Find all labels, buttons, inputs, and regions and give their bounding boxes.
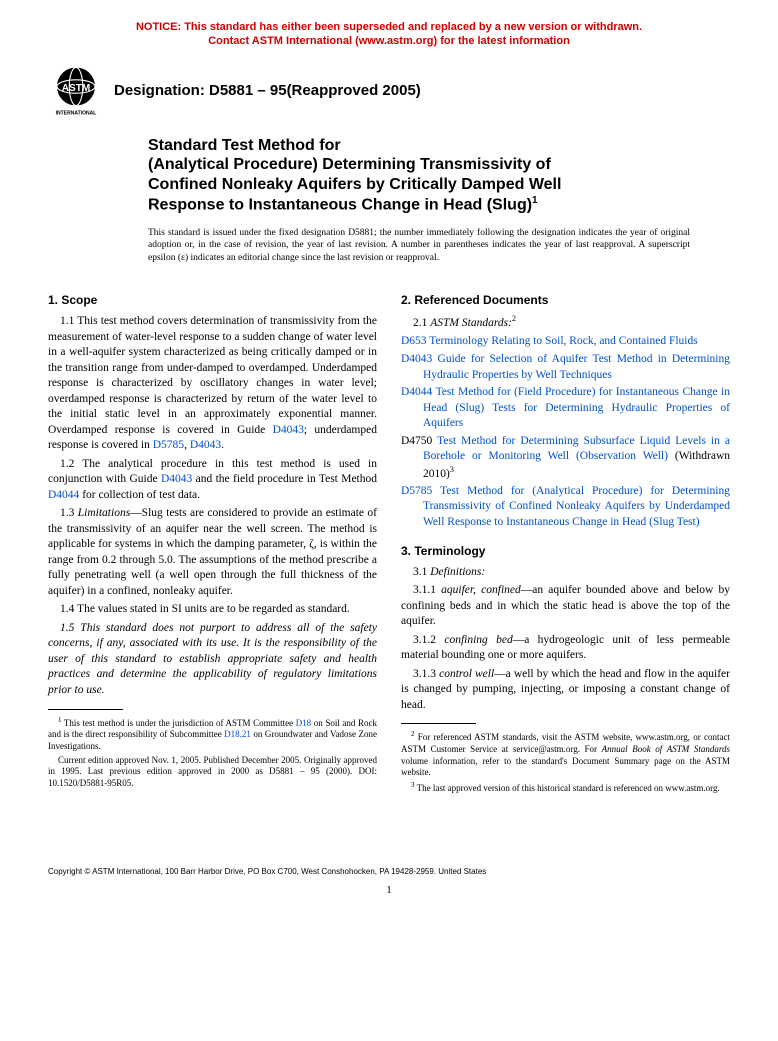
ref-title[interactable]: Terminology Relating to Soil, Rock, and … — [429, 335, 697, 347]
para-2-1: 2.1 ASTM Standards:2 — [401, 314, 730, 331]
ref-title[interactable]: Test Method for (Field Procedure) for In… — [423, 386, 730, 429]
footnote-3: 3 The last approved version of this hist… — [401, 781, 730, 795]
ref-item: D5785 Test Method for (Analytical Proced… — [401, 484, 730, 531]
footnotes-right: 2 For referenced ASTM standards, visit t… — [401, 730, 730, 794]
ref-code[interactable]: D653 — [401, 335, 429, 347]
footnotes-left: 1 This test method is under the jurisdic… — [48, 716, 377, 790]
footnote-1b: Current edition approved Nov. 1, 2005. P… — [48, 755, 377, 790]
section-1-head: 1. Scope — [48, 292, 377, 308]
notice-line1: NOTICE: This standard has either been su… — [136, 21, 642, 33]
copyright: Copyright © ASTM International, 100 Barr… — [48, 867, 730, 876]
section-2-head: 2. Referenced Documents — [401, 292, 730, 308]
right-column: 2. Referenced Documents 2.1 ASTM Standar… — [401, 288, 730, 797]
link-d4043b[interactable]: D4043 — [190, 439, 221, 451]
ref-item: D4044 Test Method for (Field Procedure) … — [401, 385, 730, 432]
section-3-head: 3. Terminology — [401, 543, 730, 559]
para-1-5: 1.5 This standard does not purport to ad… — [48, 621, 377, 699]
astm-logo: ASTM INTERNATIONAL — [48, 63, 104, 119]
title-block: Standard Test Method for (Analytical Pro… — [148, 137, 690, 215]
footnote-1: 1 This test method is under the jurisdic… — [48, 716, 377, 753]
footnote-2: 2 For referenced ASTM standards, visit t… — [401, 730, 730, 779]
notice-banner: NOTICE: This standard has either been su… — [48, 20, 730, 49]
footnote-rule-left — [48, 709, 123, 710]
title-line1: Standard Test Method for — [148, 137, 690, 155]
link-d5785[interactable]: D5785 — [153, 439, 184, 451]
ref-item: D4750 Test Method for Determining Subsur… — [401, 434, 730, 482]
columns: 1. Scope 1.1 This test method covers det… — [48, 288, 730, 797]
ref-item: D653 Terminology Relating to Soil, Rock,… — [401, 334, 730, 350]
link-d4044[interactable]: D4044 — [48, 489, 79, 501]
ref-code: D4750 — [401, 435, 437, 447]
ref-code[interactable]: D5785 — [401, 485, 440, 497]
adoption-note: This standard is issued under the fixed … — [148, 227, 690, 264]
ref-item: D4043 Guide for Selection of Aquifer Tes… — [401, 352, 730, 383]
left-column: 1. Scope 1.1 This test method covers det… — [48, 288, 377, 797]
refs-list: D653 Terminology Relating to Soil, Rock,… — [401, 334, 730, 530]
designation: Designation: D5881 – 95(Reapproved 2005) — [114, 82, 421, 99]
para-1-2: 1.2 The analytical procedure in this tes… — [48, 457, 377, 504]
link-d4043[interactable]: D4043 — [273, 424, 304, 436]
title-line2: (Analytical Procedure) Determining Trans… — [148, 155, 690, 215]
para-1-3: 1.3 Limitations—Slug tests are considere… — [48, 506, 377, 599]
def-3-1-3: 3.1.3 control well—a well by which the h… — [401, 667, 730, 714]
link-d18[interactable]: D18 — [296, 718, 312, 728]
ref-code[interactable]: D4044 — [401, 386, 436, 398]
svg-text:ASTM: ASTM — [62, 83, 91, 94]
ref-title[interactable]: Guide for Selection of Aquifer Test Meth… — [423, 353, 730, 381]
notice-line2: Contact ASTM International (www.astm.org… — [208, 35, 570, 47]
link-d1821[interactable]: D18.21 — [224, 729, 251, 739]
def-3-1-1: 3.1.1 aquifer, confined—an aquifer bound… — [401, 583, 730, 630]
document-page: NOTICE: This standard has either been su… — [0, 0, 778, 916]
footnote-rule-right — [401, 723, 476, 724]
para-1-1: 1.1 This test method covers determinatio… — [48, 314, 377, 454]
ref-title[interactable]: Test Method for (Analytical Procedure) f… — [423, 485, 730, 528]
para-3-1: 3.1 Definitions: — [401, 565, 730, 581]
para-1-4: 1.4 The values stated in SI units are to… — [48, 602, 377, 618]
link-d4043c[interactable]: D4043 — [161, 473, 192, 485]
page-number: 1 — [48, 884, 730, 896]
def-3-1-2: 3.1.2 confining bed—a hydrogeologic unit… — [401, 633, 730, 664]
ref-code[interactable]: D4043 — [401, 353, 438, 365]
svg-text:INTERNATIONAL: INTERNATIONAL — [56, 110, 97, 116]
header-row: ASTM INTERNATIONAL Designation: D5881 – … — [48, 63, 730, 119]
